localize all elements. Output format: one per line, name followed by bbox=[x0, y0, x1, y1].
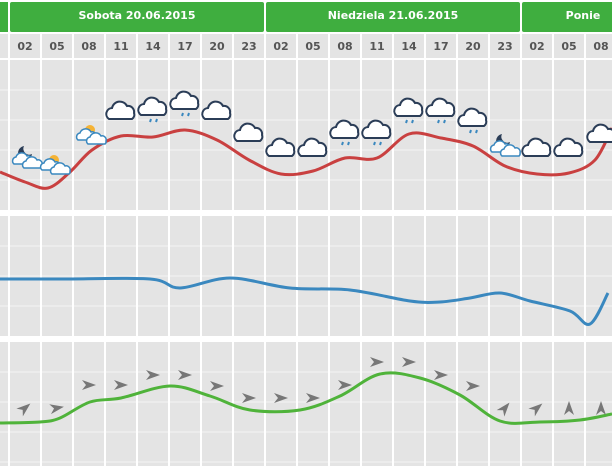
rain-icon bbox=[341, 141, 350, 146]
wind-arrow bbox=[596, 401, 606, 415]
rain-icon bbox=[373, 141, 382, 146]
hour-label: 14 bbox=[145, 40, 161, 53]
rain-icon bbox=[469, 129, 478, 134]
wind-arrow bbox=[496, 402, 510, 417]
wind-arrow bbox=[242, 393, 256, 403]
hour-label: 08 bbox=[593, 40, 608, 53]
hour-label: 20 bbox=[465, 40, 481, 53]
rain-icon bbox=[181, 112, 190, 117]
cloud-icon bbox=[105, 100, 136, 120]
hour-label: 11 bbox=[113, 40, 128, 53]
hour-label: 17 bbox=[177, 40, 192, 53]
cloud-icon bbox=[265, 137, 296, 157]
hour-label: 02 bbox=[273, 40, 288, 53]
wind-arrow bbox=[466, 381, 480, 391]
day-bar bbox=[266, 2, 520, 32]
cloud-icon bbox=[137, 96, 168, 116]
cloud-icon bbox=[499, 144, 521, 157]
cloud-icon bbox=[201, 100, 232, 120]
cloud-icon bbox=[297, 137, 328, 157]
wind-arrow bbox=[306, 393, 320, 403]
gap bbox=[0, 336, 612, 342]
hour-label: 05 bbox=[561, 40, 576, 53]
gap bbox=[0, 210, 612, 216]
hour-label: 02 bbox=[529, 40, 544, 53]
rain-icon bbox=[405, 119, 414, 124]
cloud-icon bbox=[85, 132, 107, 145]
cloud-icon bbox=[521, 137, 552, 157]
day-label: Ponie bbox=[566, 9, 601, 22]
hour-label: 08 bbox=[81, 40, 96, 53]
rain-icon bbox=[149, 118, 158, 123]
cloud-icon bbox=[586, 123, 612, 143]
wind-arrow bbox=[146, 370, 160, 380]
hour-label: 11 bbox=[369, 40, 384, 53]
wind-arrow bbox=[338, 380, 352, 390]
wind-arrow bbox=[274, 393, 288, 403]
wind-arrow bbox=[210, 381, 224, 391]
cloud-icon bbox=[361, 119, 392, 139]
wind-arrow bbox=[370, 357, 384, 367]
gap bbox=[0, 58, 612, 60]
wind-arrow bbox=[178, 370, 192, 380]
cloud-icon bbox=[393, 97, 424, 117]
wind-arrow bbox=[114, 380, 128, 390]
curve bbox=[0, 127, 612, 190]
day-label: Sobota 20.06.2015 bbox=[78, 9, 195, 22]
hour-label: 05 bbox=[305, 40, 320, 53]
wind-arrow bbox=[16, 403, 31, 417]
day-bar bbox=[522, 2, 612, 32]
hour-label: 05 bbox=[49, 40, 64, 53]
cloud-icon bbox=[553, 137, 584, 157]
hour-label: 23 bbox=[241, 40, 256, 53]
hour-label: 20 bbox=[209, 40, 225, 53]
wind-arrow bbox=[434, 370, 448, 380]
weather-icons bbox=[11, 90, 612, 417]
wind-arrow bbox=[49, 404, 64, 415]
wind-arrow bbox=[564, 401, 574, 415]
panel bbox=[0, 60, 612, 210]
day-label: Niedziela 21.06.2015 bbox=[328, 9, 459, 22]
wind-arrow bbox=[82, 380, 96, 390]
panel bbox=[0, 342, 612, 466]
hour-label: 14 bbox=[401, 40, 417, 53]
day-bar bbox=[10, 2, 264, 32]
hour-label: 02 bbox=[17, 40, 32, 53]
cloud-icon bbox=[457, 107, 488, 127]
cloud-icon bbox=[169, 90, 200, 110]
cloud-icon bbox=[233, 122, 264, 142]
wind-arrow bbox=[402, 357, 416, 367]
rain-icon bbox=[437, 119, 446, 124]
hour-label: 23 bbox=[497, 40, 512, 53]
hour-label: 17 bbox=[433, 40, 448, 53]
cloud-icon bbox=[49, 162, 71, 175]
hour-label: 08 bbox=[337, 40, 352, 53]
curves bbox=[0, 127, 612, 425]
day-bar bbox=[0, 2, 8, 32]
hour-row bbox=[0, 34, 612, 58]
wind-arrow bbox=[528, 403, 543, 417]
curve bbox=[0, 276, 610, 326]
cloud-icon bbox=[329, 119, 360, 139]
labels: Sobota 20.06.2015 Niedziela 21.06.2015 Pon… bbox=[17, 9, 608, 53]
cloud-icon bbox=[425, 97, 456, 117]
curve bbox=[0, 371, 612, 425]
